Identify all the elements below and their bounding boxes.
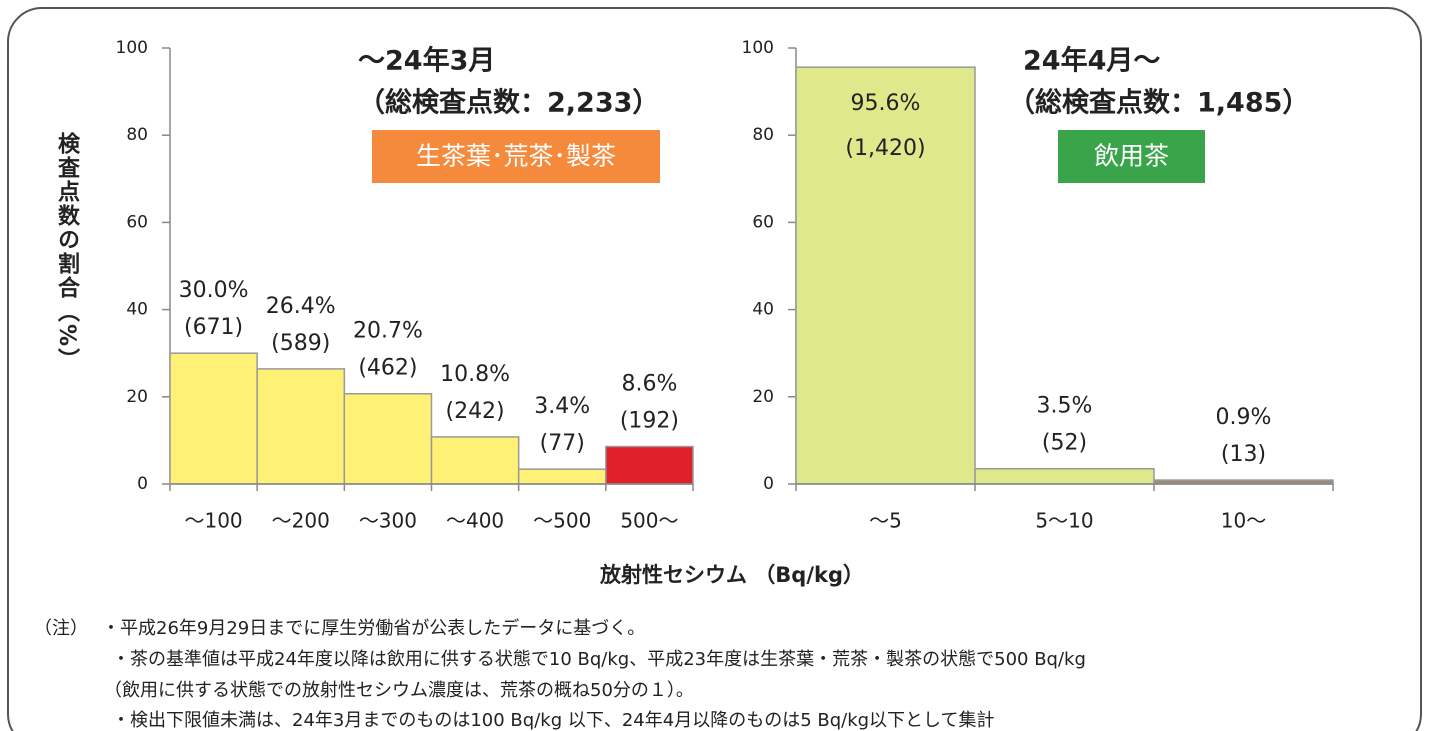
bar: [795, 66, 976, 485]
bar: [169, 352, 258, 485]
x-tick-label: 5～10: [1035, 509, 1093, 533]
frame: [7, 7, 1422, 731]
chart-title: 24年4月～: [1023, 45, 1160, 77]
x-tick-label: 500～: [620, 509, 678, 533]
y-tick-label: 20: [752, 387, 774, 407]
y-tick-label: 60: [752, 212, 774, 232]
y-tick-label: 0: [763, 474, 774, 494]
y-tick-label: 60: [126, 212, 148, 232]
value-label: 10.8%: [440, 362, 510, 387]
note-line: ・平成26年9月29日までに厚生労働省が公表したデータに基づく。: [102, 618, 646, 639]
count-label: (192): [620, 409, 679, 434]
count-label: (462): [358, 356, 417, 381]
count-label: (52): [1042, 431, 1087, 456]
y-tick-label: 40: [752, 300, 774, 320]
badge-label: 飲用茶: [1094, 142, 1169, 171]
badge-label: 生茶葉･荒茶･製茶: [416, 142, 616, 171]
y-tick-label: 20: [126, 387, 148, 407]
x-tick-label: ～400: [446, 509, 504, 533]
badge: [372, 130, 660, 183]
value-label: 30.0%: [179, 278, 249, 303]
bar: [430, 436, 520, 485]
x-tick-label: ～500: [533, 509, 591, 533]
value-label: 20.7%: [353, 319, 423, 344]
bar: [974, 467, 1155, 485]
count-label: (77): [540, 431, 585, 456]
chart-title: ～24年3月: [358, 45, 495, 77]
note-line: （飲用に供する状態での放射性セシウム濃度は、荒茶の概ね50分の１）。: [104, 680, 694, 701]
y-tick-label: 80: [752, 125, 774, 145]
count-label: (589): [271, 331, 330, 356]
y-tick-label: 100: [116, 38, 148, 58]
x-tick-label: 10～: [1221, 509, 1266, 533]
chart-subtitle: （総検査点数：2,233）: [358, 87, 659, 119]
bar: [256, 368, 346, 485]
count-label: (671): [184, 315, 243, 340]
x-tick-label: ～200: [272, 509, 330, 533]
note-marker: （注）: [34, 618, 88, 639]
bar: [343, 392, 433, 485]
y-tick-label: 100: [742, 38, 774, 58]
count-label: (242): [445, 399, 504, 424]
count-label: (1,420): [845, 136, 925, 161]
y-axis-label: 検査点数の割合（%）: [54, 132, 79, 373]
value-label: 95.6%: [851, 91, 921, 116]
note-line: ・茶の基準値は平成24年度以降は飲用に供する状態で10 Bq/kg、平成23年度…: [112, 649, 1086, 670]
x-axis-label: 放射性セシウム （Bq/kg）: [599, 563, 864, 587]
y-tick-label: 80: [126, 125, 148, 145]
value-label: 3.5%: [1037, 394, 1093, 419]
value-label: 8.6%: [621, 372, 677, 397]
count-label: (13): [1221, 442, 1266, 467]
value-label: 0.9%: [1216, 405, 1272, 430]
note-line: ・検出下限値未満は、24年3月までのものは100 Bq/kg 以下、24年4月以…: [112, 710, 995, 731]
badge: [1058, 130, 1205, 183]
x-tick-label: ～5: [869, 509, 902, 533]
value-label: 3.4%: [534, 394, 590, 419]
x-tick-label: ～100: [184, 509, 242, 533]
y-tick-label: 40: [126, 300, 148, 320]
bar: [605, 445, 694, 485]
y-tick-label: 0: [137, 474, 148, 494]
bar: [517, 468, 607, 485]
value-label: 26.4%: [266, 294, 336, 319]
chart-subtitle: （総検査点数：1,485）: [1008, 87, 1309, 119]
x-tick-label: ～300: [359, 509, 417, 533]
